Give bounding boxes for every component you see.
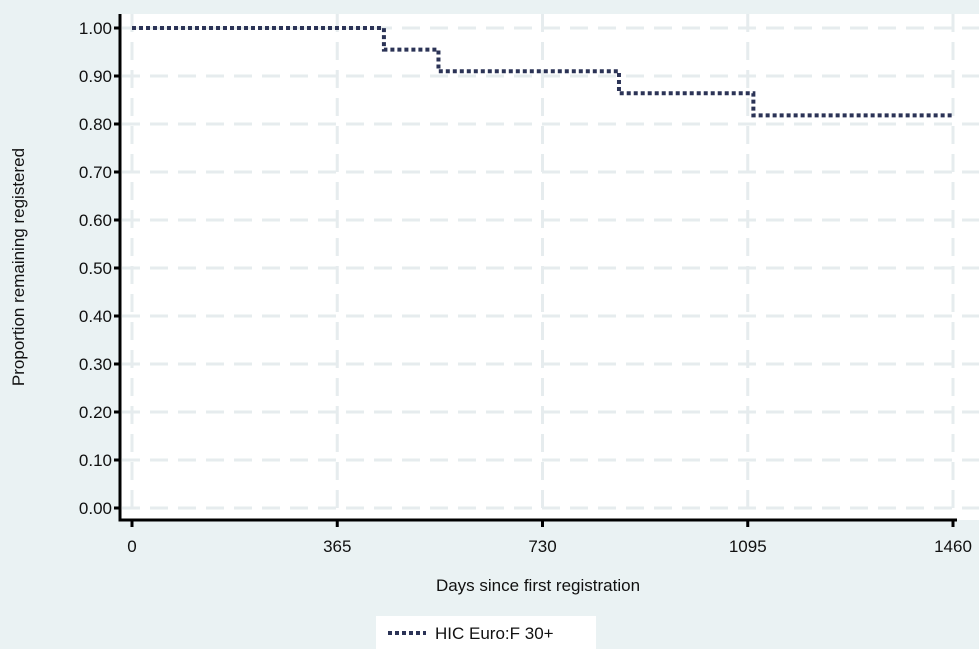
y-axis-title: Proportion remaining registered (9, 148, 28, 386)
y-ticks: 0.00 0.10 0.20 0.30 0.40 0.50 0.60 0.70 0.80 0.90… (79, 19, 120, 518)
y-tick-label: 0.50 (79, 259, 112, 278)
y-tick-label: 0.00 (79, 499, 112, 518)
x-tick-label: 730 (528, 537, 556, 556)
series-layer (132, 26, 953, 118)
x-tick-label: 0 (127, 537, 136, 556)
legend-label: HIC Euro:F 30+ (435, 624, 554, 643)
y-tick-label: 1.00 (79, 19, 112, 38)
x-tick-label: 1460 (934, 537, 972, 556)
gridlines (122, 14, 979, 518)
y-tick-label: 0.30 (79, 355, 112, 374)
y-tick-label: 0.90 (79, 67, 112, 86)
y-tick-label: 0.10 (79, 451, 112, 470)
y-tick-label: 0.70 (79, 163, 112, 182)
y-tick-label: 0.80 (79, 115, 112, 134)
x-ticks: 0 365 730 1095 1460 (127, 520, 972, 556)
series-line (132, 26, 953, 118)
y-tick-label: 0.60 (79, 211, 112, 230)
legend: HIC Euro:F 30+ (376, 616, 596, 649)
x-axis-title: Days since first registration (436, 576, 640, 595)
y-tick-label: 0.20 (79, 403, 112, 422)
x-tick-label: 1095 (729, 537, 767, 556)
x-tick-label: 365 (323, 537, 351, 556)
y-tick-label: 0.40 (79, 307, 112, 326)
